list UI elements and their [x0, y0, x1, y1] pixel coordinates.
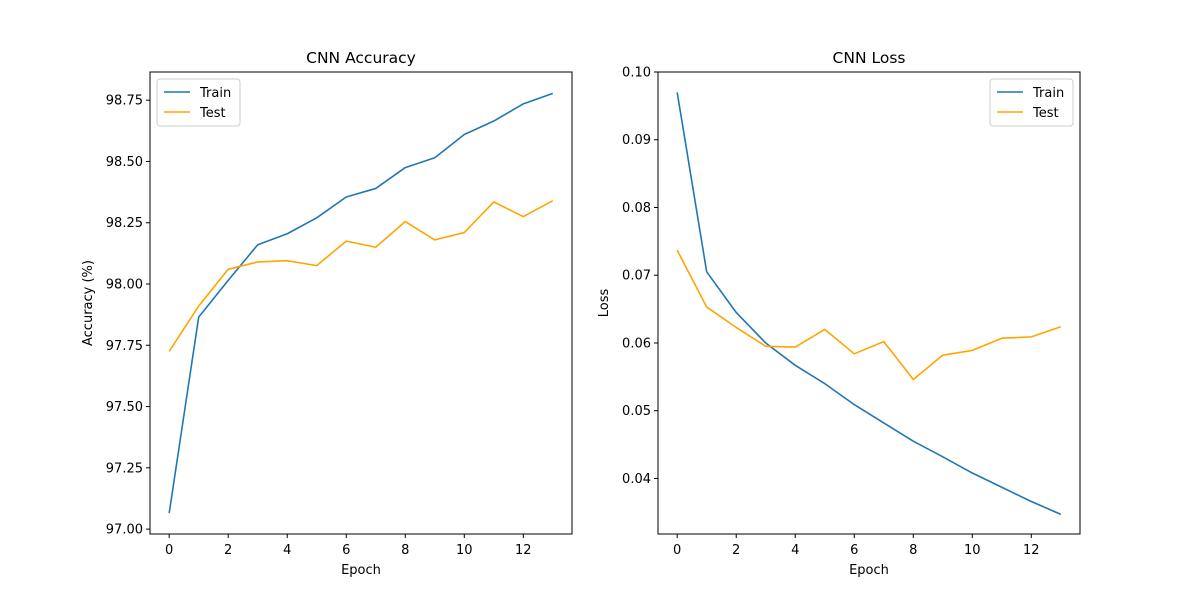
loss-x-tick-label: 0 — [673, 543, 681, 558]
loss-y-tick-label: 0.04 — [622, 472, 651, 487]
accuracy-y-tick-label: 97.00 — [106, 523, 143, 538]
loss-x-tick-label: 2 — [732, 543, 740, 558]
loss-series-line-train — [676, 92, 1062, 516]
accuracy-y-tick-label: 98.25 — [106, 216, 143, 231]
loss-legend-label-train: Train — [1032, 86, 1064, 101]
loss-x-tick-label: 8 — [909, 543, 917, 558]
loss-y-tick-label: 0.06 — [622, 336, 651, 351]
loss-x-axis-label: Epoch — [849, 563, 889, 578]
accuracy-series-line-test — [168, 199, 554, 352]
loss-y-tick-label: 0.09 — [622, 133, 651, 148]
loss-series-line-test — [676, 249, 1062, 381]
loss-y-tick-label: 0.10 — [622, 66, 651, 81]
accuracy-y-tick-label: 98.50 — [106, 155, 143, 170]
accuracy-x-tick-label: 8 — [401, 543, 409, 558]
loss-y-tick-label: 0.07 — [622, 269, 651, 284]
loss-legend-box — [989, 78, 1074, 127]
accuracy-y-axis-label: Accuracy (%) — [81, 260, 96, 346]
accuracy-legend: Train Test — [156, 78, 241, 127]
loss-chart-title: CNN Loss — [833, 49, 906, 67]
accuracy-y-tick-label: 97.50 — [106, 400, 143, 415]
accuracy-chart: CNN Accuracy 0 2 4 6 8 10 12 97.00 97.25 97.50 97.7… — [81, 49, 573, 578]
accuracy-legend-label-test: Test — [199, 106, 226, 121]
accuracy-y-tick-label: 98.75 — [106, 94, 143, 109]
loss-x-tick-label: 4 — [791, 543, 799, 558]
accuracy-x-tick-label: 4 — [283, 543, 291, 558]
accuracy-series-line-train — [168, 92, 554, 514]
accuracy-legend-box — [156, 78, 241, 127]
loss-plot-frame — [657, 71, 1081, 535]
loss-chart: CNN Loss 0 2 4 6 8 10 12 0.04 0.05 0.06 0.07 0.08 0.0… — [597, 49, 1081, 578]
accuracy-chart-title: CNN Accuracy — [306, 49, 416, 67]
accuracy-x-tick-label: 2 — [224, 543, 232, 558]
accuracy-y-tick-label: 97.25 — [106, 461, 143, 476]
accuracy-y-tick-label: 97.75 — [106, 339, 143, 354]
loss-legend-label-test: Test — [1032, 106, 1059, 121]
accuracy-x-tick-label: 10 — [456, 543, 473, 558]
accuracy-plot-frame — [149, 71, 573, 535]
loss-x-tick-label: 10 — [964, 543, 981, 558]
loss-x-tick-label: 6 — [850, 543, 858, 558]
loss-y-tick-label: 0.05 — [622, 404, 651, 419]
loss-y-tick-label: 0.08 — [622, 201, 651, 216]
accuracy-legend-label-train: Train — [199, 86, 231, 101]
loss-legend: Train Test — [989, 78, 1074, 127]
accuracy-x-tick-label: 6 — [342, 543, 350, 558]
accuracy-x-axis-label: Epoch — [341, 563, 381, 578]
accuracy-x-tick-label: 12 — [515, 543, 532, 558]
accuracy-x-tick-label: 0 — [165, 543, 173, 558]
loss-y-axis-label: Loss — [597, 289, 612, 318]
accuracy-y-tick-label: 98.00 — [106, 278, 143, 293]
loss-x-tick-label: 12 — [1023, 543, 1040, 558]
